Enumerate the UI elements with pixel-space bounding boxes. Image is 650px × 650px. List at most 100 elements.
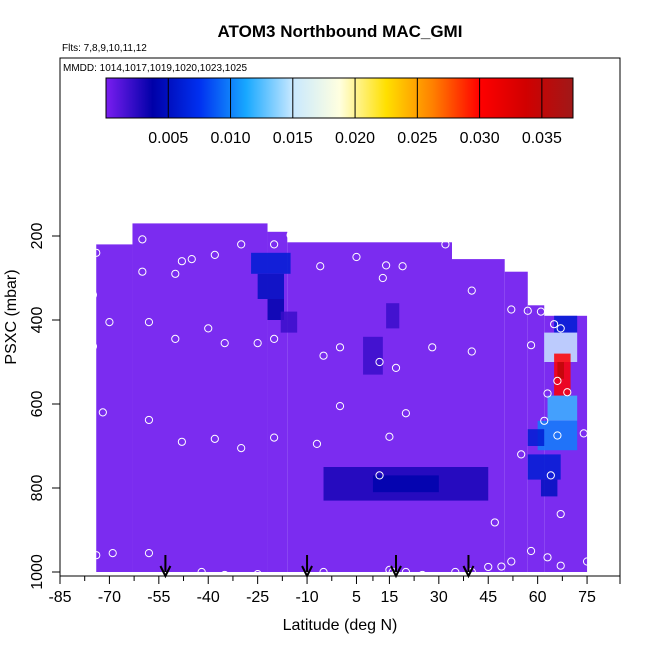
sample-point-40: [385, 432, 394, 441]
sample-point-72: [507, 557, 516, 566]
sample-point-12: [286, 231, 295, 240]
sample-point-11: [270, 240, 279, 249]
colorbar-tick-label-3: 0.020: [335, 130, 375, 147]
sample-point-41: [401, 409, 410, 418]
heatmap-cell-0: [251, 252, 291, 274]
heatmap-cell-16: [527, 429, 545, 446]
sample-point-8: [187, 255, 196, 264]
x-tick-label-10: 60: [529, 589, 547, 606]
dates-subtitle: MMDD: 1014,1017,1019,1020,1023,1025: [63, 63, 247, 74]
sample-point-27: [428, 343, 437, 352]
coverage-band-4: [452, 259, 505, 572]
sample-point-61: [144, 549, 154, 558]
sample-point-7: [177, 257, 186, 266]
sample-point-44: [526, 341, 536, 350]
heatmap-cell-5: [386, 303, 400, 329]
heatmap-cell-14: [547, 395, 578, 421]
sample-point-16: [398, 262, 407, 271]
sample-point-43: [523, 306, 532, 315]
colorbar: 0.005 0.010 0.015 0.020 0.025 0.030 0.035: [105, 77, 574, 147]
sample-point-18: [204, 324, 213, 333]
sample-point-38: [312, 439, 322, 448]
sample-point-4: [138, 267, 147, 276]
flight-markers: [159, 555, 475, 579]
flights-subtitle: Flts: 7,8,9,10,11,12: [62, 43, 147, 54]
sample-point-9: [210, 250, 219, 259]
coverage-band-5: [504, 271, 528, 572]
heatmap-cell-7: [372, 475, 439, 493]
sample-point-74: [543, 553, 552, 562]
coverage-band-1: [132, 223, 268, 572]
colorbar-tick-label-1: 0.010: [211, 130, 251, 147]
x-tick-label-2: -55: [147, 589, 170, 606]
sample-point-37: [270, 433, 279, 442]
y-tick-label-4: 1000: [29, 554, 46, 590]
sample-points: [88, 231, 592, 580]
y-axis: 200 400 600 800 1000: [29, 223, 61, 590]
sample-point-51: [540, 416, 549, 425]
sample-point-45: [536, 307, 546, 316]
sample-point-59: [92, 551, 101, 560]
sample-point-17: [441, 240, 450, 249]
sample-point-35: [210, 434, 219, 443]
sample-point-36: [237, 444, 246, 453]
sample-point-50: [563, 388, 572, 397]
x-axis: -85 -70 -55 -40 -25 -10 5 15 30 45 60 75: [48, 576, 621, 606]
plot-area: [96, 223, 588, 573]
x-tick-label-8: 30: [430, 589, 448, 606]
colorbar-tick-label-4: 0.025: [397, 130, 437, 147]
sample-point-26: [391, 363, 401, 372]
sample-point-49: [553, 376, 562, 385]
chart-title: ATOM3 Northbound MAC_GMI: [218, 22, 463, 41]
sample-point-21: [253, 339, 262, 348]
sample-point-3: [138, 235, 147, 244]
x-tick-label-7: 15: [381, 589, 399, 606]
sample-point-24: [335, 343, 345, 352]
sample-point-54: [517, 450, 526, 459]
sample-point-28: [467, 347, 476, 356]
x-tick-label-1: -70: [98, 589, 121, 606]
sample-point-32: [98, 408, 107, 417]
sample-point-14: [352, 252, 361, 262]
coverage-band-0: [96, 244, 133, 572]
sample-point-20: [220, 339, 229, 348]
sample-point-63: [220, 570, 229, 580]
sample-point-34: [177, 437, 186, 446]
heatmap-cell-2: [267, 299, 284, 320]
sample-point-56: [556, 509, 565, 519]
colorbar-bar: [105, 77, 574, 119]
sample-point-71: [484, 562, 493, 572]
y-axis-label: PSXC (mbar): [3, 269, 20, 364]
sample-point-39: [335, 402, 345, 411]
coverage-band-3: [287, 242, 452, 573]
sample-point-2: [105, 318, 114, 327]
sample-point-30: [378, 273, 387, 283]
y-tick-label-2: 600: [29, 391, 46, 418]
sample-point-76: [582, 557, 592, 566]
x-tick-label-11: 75: [578, 589, 596, 606]
sample-point-57: [490, 518, 499, 527]
sample-point-33: [144, 415, 154, 425]
heatmap-cell-13: [557, 362, 564, 379]
sample-point-5: [144, 318, 154, 327]
y-tick-label-3: 800: [29, 475, 46, 502]
sample-point-19: [171, 334, 180, 343]
sample-point-42: [507, 305, 516, 314]
sample-point-22: [270, 334, 279, 343]
sample-point-68: [418, 570, 427, 580]
colorbar-tick-label-6: 0.035: [522, 130, 562, 147]
colorbar-tick-label-2: 0.015: [273, 130, 313, 147]
sample-point-10: [237, 240, 246, 249]
sample-point-31: [88, 342, 98, 351]
sample-point-78: [497, 562, 506, 571]
sample-point-25: [375, 357, 384, 367]
x-tick-label-5: -10: [295, 589, 318, 606]
sample-point-48: [543, 389, 552, 398]
colorbar-tick-label-5: 0.030: [460, 130, 500, 147]
sample-point-55: [546, 471, 555, 480]
sample-point-13: [316, 262, 325, 271]
y-tick-label-1: 400: [29, 307, 46, 334]
sample-point-53: [579, 429, 588, 438]
heatmap-cell-3: [280, 311, 298, 333]
